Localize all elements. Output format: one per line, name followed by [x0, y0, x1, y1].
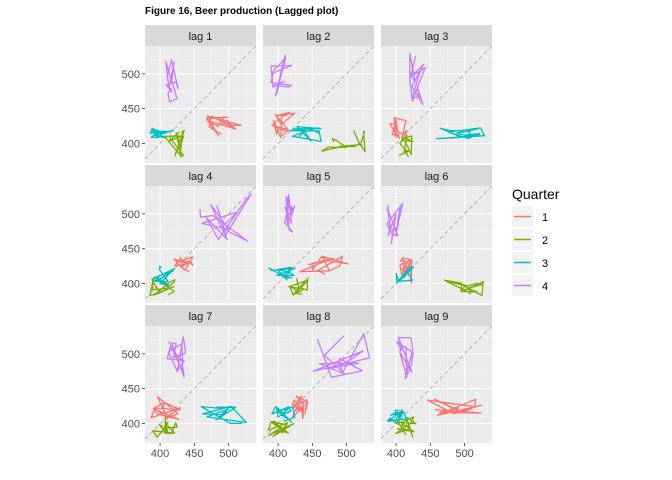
- facet-strip: [381, 25, 492, 46]
- facet-panel: lag 4 400 450 500: [122, 165, 257, 303]
- series-1-trace: [291, 395, 309, 420]
- series-4-trace: [395, 336, 414, 380]
- series-2-trace: [163, 129, 185, 158]
- series-4-trace: [312, 332, 371, 378]
- y-tick-label: 400: [122, 139, 140, 151]
- x-tick-label: 500: [337, 448, 355, 460]
- series-3-trace: [151, 265, 175, 287]
- series-1-trace: [150, 396, 181, 421]
- legend-item-label: 2: [542, 235, 548, 247]
- y-tick-label: 500: [122, 209, 140, 221]
- x-tick-label: 450: [185, 448, 203, 460]
- series-2-trace: [398, 134, 414, 158]
- diagonal-reference-line: [380, 45, 493, 160]
- diagonal-reference-line: [262, 325, 375, 440]
- x-tick-label: 500: [219, 448, 237, 460]
- facet-strip: [263, 165, 374, 186]
- diagonal-reference-line: [380, 325, 493, 440]
- facet-strip: [381, 165, 492, 186]
- series-4-trace: [199, 193, 252, 242]
- series-3-trace: [200, 405, 247, 425]
- facet-panel: lag 3: [380, 25, 493, 163]
- series-2-trace: [288, 277, 309, 296]
- facet-strip: [145, 165, 256, 186]
- facet-strip: [263, 305, 374, 326]
- series-4-trace: [270, 54, 293, 97]
- facet-strip: [145, 25, 256, 46]
- facet-strip-label: lag 2: [307, 31, 331, 43]
- legend-item-label: 3: [542, 258, 548, 270]
- series-2-trace: [393, 416, 417, 438]
- diagonal-reference-line: [262, 45, 375, 160]
- facet-strip: [381, 305, 492, 326]
- facet-strip-label: lag 9: [425, 311, 449, 323]
- y-tick-label: 450: [122, 244, 140, 256]
- series-4-trace: [166, 336, 187, 378]
- series-4-trace: [283, 193, 296, 233]
- series-2-trace: [149, 276, 176, 297]
- y-tick-label: 500: [122, 349, 140, 361]
- series-3-trace: [436, 127, 486, 140]
- series-3-trace: [149, 127, 175, 139]
- facet-panel: lag 8 400 450 500: [262, 305, 375, 460]
- series-1-trace: [205, 115, 242, 137]
- series-1-trace: [399, 256, 413, 284]
- chart-title: Figure 16, Beer production (Lagged plot): [145, 6, 338, 17]
- y-tick-label: 450: [122, 384, 140, 396]
- series-2-trace: [152, 418, 178, 438]
- series-2-trace: [321, 130, 366, 153]
- series-4-trace: [409, 52, 426, 106]
- facet-panel: lag 9 400 450 500: [380, 305, 493, 460]
- facet-panel: lag 2: [262, 25, 375, 163]
- y-tick-label: 500: [122, 69, 140, 81]
- series-3-trace: [271, 405, 296, 424]
- series-3-trace: [395, 265, 415, 284]
- facet-panel: lag 1 400 450 500: [122, 25, 257, 163]
- legend-item-label: 4: [542, 281, 548, 293]
- diagonal-reference-line: [144, 325, 257, 440]
- series-3-trace: [268, 266, 296, 281]
- series-4-trace: [386, 202, 404, 245]
- facet-strip: [145, 305, 256, 326]
- series-1-trace: [426, 398, 483, 416]
- legend-item-label: 1: [542, 212, 548, 224]
- facet-strip-label: lag 6: [425, 171, 449, 183]
- series-1-trace: [173, 256, 194, 273]
- diagonal-reference-line: [144, 185, 257, 300]
- x-tick-label: 450: [421, 448, 439, 460]
- facet-strip-label: lag 5: [307, 171, 331, 183]
- facet-strip-label: lag 7: [189, 311, 213, 323]
- series-1-trace: [299, 255, 349, 275]
- series-4-trace: [165, 59, 179, 103]
- facet-strip-label: lag 3: [425, 31, 449, 43]
- series-2-trace: [267, 420, 295, 438]
- facet-strip: [263, 25, 374, 46]
- facet-strip-label: lag 4: [189, 171, 213, 183]
- series-1-trace: [271, 111, 296, 139]
- diagonal-reference-line: [144, 45, 257, 160]
- diagonal-reference-line: [262, 185, 375, 300]
- y-tick-label: 400: [122, 279, 140, 291]
- diagonal-reference-line: [380, 185, 493, 300]
- x-tick-label: 400: [387, 448, 405, 460]
- x-tick-label: 500: [455, 448, 473, 460]
- legend: Quarter 1 2 3 4: [512, 186, 560, 296]
- facet-panel: lag 7 400 450 500 400 450 500: [122, 305, 257, 460]
- y-tick-label: 400: [122, 419, 140, 431]
- series-1-trace: [389, 117, 407, 139]
- facet-panel: lag 6: [380, 165, 493, 303]
- x-tick-label: 400: [269, 448, 287, 460]
- facet-panel: lag 5: [262, 165, 375, 303]
- facet-strip-label: lag 1: [189, 31, 213, 43]
- series-3-trace: [288, 125, 322, 143]
- series-2-trace: [443, 279, 485, 297]
- series-3-trace: [386, 409, 410, 423]
- y-tick-label: 450: [122, 104, 140, 116]
- facet-strip-label: lag 8: [307, 311, 331, 323]
- x-tick-label: 400: [151, 448, 169, 460]
- x-tick-label: 450: [303, 448, 321, 460]
- legend-title: Quarter: [512, 186, 560, 202]
